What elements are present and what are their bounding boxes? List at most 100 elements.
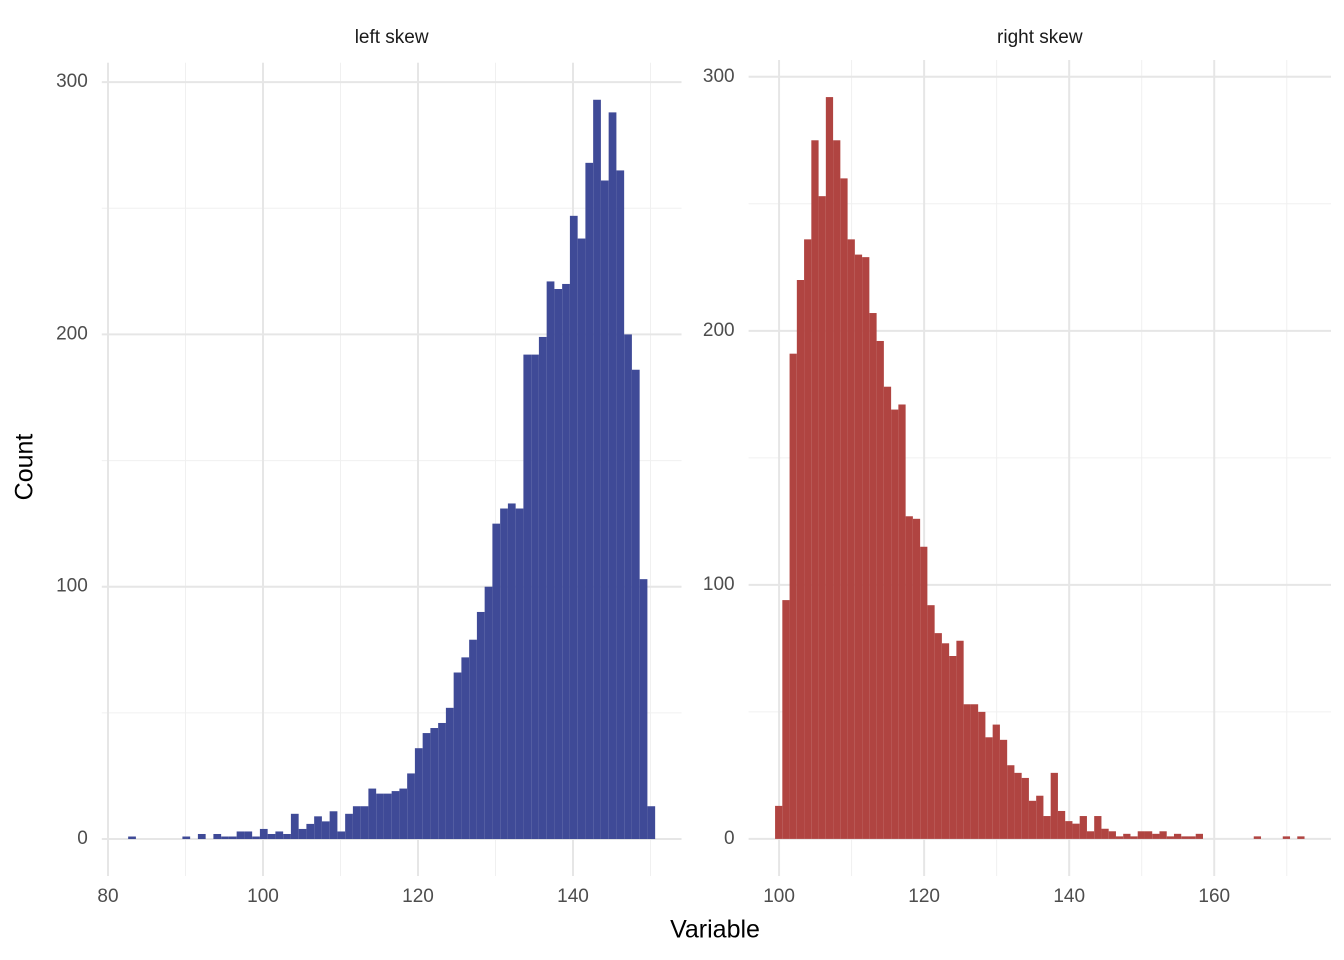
bar bbox=[840, 178, 848, 839]
bar bbox=[585, 162, 594, 840]
bar bbox=[438, 722, 446, 840]
bar bbox=[221, 836, 229, 840]
bar bbox=[639, 579, 648, 840]
bar bbox=[608, 112, 617, 840]
bar bbox=[949, 655, 957, 839]
x-tick-label: 120 bbox=[402, 886, 434, 907]
bar bbox=[352, 806, 361, 840]
bar bbox=[941, 643, 950, 839]
bar bbox=[577, 238, 586, 840]
bar bbox=[1065, 821, 1073, 839]
bar bbox=[1072, 823, 1080, 839]
bar bbox=[970, 704, 979, 839]
bar bbox=[321, 821, 330, 840]
bar bbox=[616, 170, 625, 840]
bar bbox=[934, 633, 942, 839]
bar bbox=[259, 828, 268, 840]
bar bbox=[1152, 833, 1160, 839]
bar bbox=[298, 828, 307, 840]
bar bbox=[538, 336, 547, 840]
bar bbox=[267, 833, 276, 840]
bar bbox=[789, 353, 797, 839]
bar bbox=[804, 239, 812, 839]
bar bbox=[1050, 772, 1058, 839]
bar bbox=[523, 354, 532, 840]
bar bbox=[128, 836, 136, 840]
bar bbox=[368, 788, 377, 840]
bar bbox=[1036, 795, 1044, 839]
bar bbox=[624, 334, 632, 840]
bar bbox=[985, 737, 993, 839]
bar bbox=[562, 283, 570, 840]
bar bbox=[898, 404, 906, 839]
bar bbox=[414, 748, 423, 840]
bar bbox=[314, 816, 322, 840]
x-tick-label: 140 bbox=[557, 886, 589, 907]
bar bbox=[883, 386, 892, 839]
bar bbox=[593, 99, 601, 840]
bar bbox=[1014, 772, 1022, 839]
bar bbox=[600, 180, 609, 840]
bar bbox=[515, 508, 524, 840]
bar bbox=[647, 806, 656, 840]
x-tick-label: 100 bbox=[763, 886, 795, 907]
bar bbox=[391, 791, 400, 840]
y-tick-label: 100 bbox=[56, 576, 88, 597]
x-tick-label: 120 bbox=[908, 886, 940, 907]
y-tick-label: 100 bbox=[703, 574, 735, 595]
y-tick-label: 200 bbox=[703, 320, 735, 341]
x-tick-label: 100 bbox=[247, 886, 279, 907]
bar bbox=[862, 257, 870, 839]
bar bbox=[283, 833, 291, 840]
bar bbox=[453, 672, 462, 840]
bar bbox=[876, 340, 884, 839]
bar bbox=[329, 811, 338, 840]
bar bbox=[956, 640, 964, 839]
bar bbox=[796, 280, 805, 839]
bar bbox=[484, 586, 493, 840]
bar bbox=[833, 140, 841, 839]
bar bbox=[244, 831, 253, 840]
bar bbox=[854, 254, 863, 839]
bar bbox=[1021, 777, 1029, 839]
bar bbox=[811, 140, 819, 839]
y-tick-label: 0 bbox=[77, 828, 88, 849]
bar bbox=[476, 611, 485, 840]
bar bbox=[469, 639, 477, 840]
bar bbox=[631, 369, 640, 840]
bar bbox=[430, 728, 439, 840]
bar bbox=[197, 833, 206, 840]
bar bbox=[1108, 831, 1116, 839]
panel-title: left skew bbox=[355, 27, 429, 48]
bar bbox=[1086, 831, 1095, 839]
x-tick-label: 160 bbox=[1198, 886, 1230, 907]
bar bbox=[1028, 800, 1037, 839]
bar bbox=[1195, 833, 1203, 839]
bar bbox=[500, 508, 508, 840]
bar bbox=[847, 239, 855, 839]
bar bbox=[775, 805, 783, 839]
bar bbox=[337, 831, 346, 840]
bar bbox=[228, 836, 237, 840]
y-tick-label: 200 bbox=[56, 323, 88, 344]
bar bbox=[920, 546, 928, 839]
bar bbox=[1123, 833, 1131, 839]
bar bbox=[1181, 836, 1189, 839]
bar bbox=[546, 281, 555, 840]
bar bbox=[1173, 833, 1182, 839]
bar bbox=[1159, 831, 1167, 839]
bar bbox=[213, 833, 222, 840]
y-tick-label: 300 bbox=[703, 66, 735, 87]
bar bbox=[1130, 836, 1138, 839]
bar bbox=[399, 788, 408, 840]
bar bbox=[912, 518, 921, 839]
bar bbox=[978, 711, 986, 839]
panel-title: right skew bbox=[997, 27, 1083, 48]
bar bbox=[1188, 836, 1196, 839]
bar bbox=[1137, 831, 1145, 839]
bar bbox=[1282, 836, 1291, 839]
bar bbox=[182, 836, 191, 840]
bar bbox=[1101, 828, 1109, 839]
bar bbox=[1297, 836, 1305, 839]
